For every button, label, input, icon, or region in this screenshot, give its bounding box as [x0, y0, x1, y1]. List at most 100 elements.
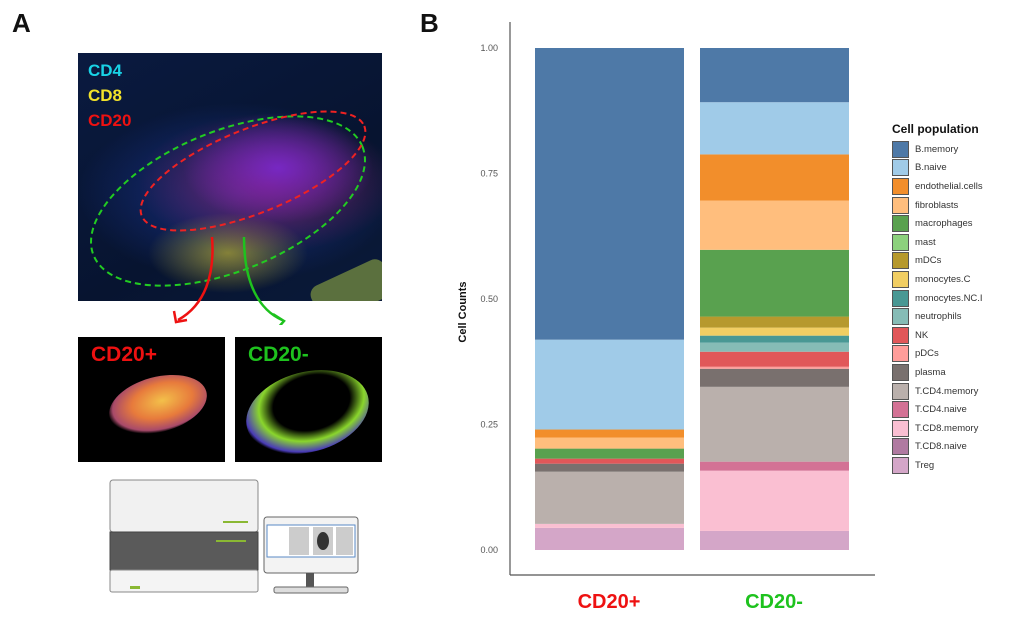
legend-item: T.CD8.memory [892, 419, 983, 438]
legend-swatch [892, 382, 909, 400]
cd20-negative-label: CD20- [248, 343, 309, 366]
legend-item: NK [892, 326, 983, 345]
legend-label: T.CD8.memory [915, 422, 979, 434]
instrument-accent-2 [216, 540, 246, 542]
y-axis-label: Cell Counts [457, 281, 469, 342]
y-tick-label: 0.00 [480, 545, 498, 555]
legend-item: endothelial.cells [892, 177, 983, 196]
legend-label: macrophages [915, 218, 973, 230]
bar-segment-mdcs-cd20-negative [700, 316, 849, 328]
legend-label: plasma [915, 366, 946, 378]
bar-segment-b-naive-cd20-negative [700, 102, 849, 155]
legend-item: T.CD8.naive [892, 438, 983, 457]
legend-item: T.CD4.memory [892, 382, 983, 401]
bar-segment-b-naive-cd20-positive [535, 339, 684, 430]
bar-segment-monocytes-nc-i-cd20-negative [700, 335, 849, 343]
bar-segment-endothelial-cells-cd20-positive [535, 429, 684, 438]
imaging-instrument-illustration [109, 479, 259, 593]
red-arrow [177, 236, 214, 322]
legend-swatch [892, 438, 909, 456]
legend-label: mast [915, 236, 936, 248]
legend-swatch [892, 270, 909, 288]
legend-title: Cell population [892, 122, 979, 136]
red-arrowhead [172, 310, 188, 324]
bar-segment-t-cd4-memory-cd20-positive [535, 471, 684, 524]
bars-group [535, 48, 849, 550]
legend-swatch [892, 252, 909, 270]
cd20-positive-thumbnail: CD20+ [78, 337, 225, 462]
legend-label: neutrophils [915, 311, 962, 323]
legend-swatch [892, 345, 909, 363]
legend-swatch [892, 363, 909, 381]
legend-swatch [892, 177, 909, 195]
legend-item: neutrophils [892, 307, 983, 326]
legend-swatch [892, 215, 909, 233]
cd20-positive-cells [102, 364, 214, 445]
screen-sample-image [317, 532, 329, 550]
legend-label: mDCs [915, 255, 942, 267]
panel-b-label: B [420, 8, 439, 38]
instrument-middle [109, 531, 259, 571]
legend-swatch [892, 159, 909, 177]
monitor-stand [306, 573, 314, 587]
marker-label-cd4: CD4 [88, 61, 123, 80]
cd20-positive-label: CD20+ [91, 343, 157, 366]
legend-swatch [892, 456, 909, 474]
legend-item: pDCs [892, 345, 983, 364]
instrument-accent [223, 521, 248, 523]
y-tick-label: 0.25 [480, 420, 498, 430]
bar-segment-plasma-cd20-positive [535, 463, 684, 472]
panel-a-label: A [12, 8, 31, 38]
y-tick-label: 0.75 [480, 169, 498, 179]
legend-swatch [892, 233, 909, 251]
bar-segment-treg-cd20-positive [535, 527, 684, 550]
x-tick-label-cd20-positive: CD20+ [578, 591, 641, 613]
bar-segment-b-memory-cd20-positive [535, 48, 684, 340]
legend: Cell population B.memory B.naive endotheli… [892, 122, 983, 475]
bar-segment-fibroblasts-cd20-negative [700, 200, 849, 250]
screen-pane-3 [336, 527, 353, 555]
legend-label: B.naive [915, 162, 947, 174]
y-ticks-group: 0.00 0.25 0.50 0.75 1.00 [480, 43, 498, 555]
bar-segment-endothelial-cells-cd20-negative [700, 154, 849, 201]
legend-item: monocytes.C [892, 270, 983, 289]
legend-label: B.memory [915, 143, 959, 155]
bar-segment-nk-cd20-negative [700, 351, 849, 367]
legend-item: B.naive [892, 159, 983, 178]
screen-pane-1 [289, 527, 309, 555]
bar-segment-plasma-cd20-negative [700, 368, 849, 387]
legend-swatch [892, 140, 909, 158]
bar-segment-b-memory-cd20-negative [700, 48, 849, 103]
green-arrowhead [272, 312, 286, 325]
legend-item: macrophages [892, 214, 983, 233]
legend-swatch [892, 401, 909, 419]
bar-segment-t-cd4-memory-cd20-negative [700, 386, 849, 462]
legend-item: mDCs [892, 252, 983, 271]
legend-item: T.CD4.naive [892, 400, 983, 419]
legend-items: B.memory B.naive endothelial.cells fibrobla… [892, 140, 983, 475]
legend-swatch [892, 308, 909, 326]
green-arrow [242, 236, 283, 322]
cd20-negative-outline [90, 115, 366, 287]
legend-label: T.CD8.naive [915, 441, 967, 453]
legend-label: T.CD4.naive [915, 404, 967, 416]
legend-swatch [892, 419, 909, 437]
bar-segment-t-cd8-memory-cd20-positive [535, 523, 684, 528]
legend-label: monocytes.C [915, 273, 971, 285]
y-tick-label: 0.50 [480, 294, 498, 304]
x-tick-label-cd20-negative: CD20- [745, 591, 803, 613]
legend-swatch [892, 289, 909, 307]
instrument-base-accent [130, 586, 140, 589]
cd20-negative-cells [236, 357, 379, 462]
legend-swatch [892, 196, 909, 214]
multiplex-tissue-image: CD4 CD8 CD20 [78, 53, 382, 301]
keyboard [273, 586, 349, 594]
bar-segment-treg-cd20-negative [700, 530, 849, 550]
legend-item: plasma [892, 363, 983, 382]
legend-swatch [892, 326, 909, 344]
y-tick-label: 1.00 [480, 43, 498, 53]
bar-segment-fibroblasts-cd20-positive [535, 437, 684, 449]
computer-monitor-illustration [263, 516, 359, 594]
bar-segment-macrophages-cd20-positive [535, 448, 684, 459]
legend-label: Treg [915, 459, 935, 471]
